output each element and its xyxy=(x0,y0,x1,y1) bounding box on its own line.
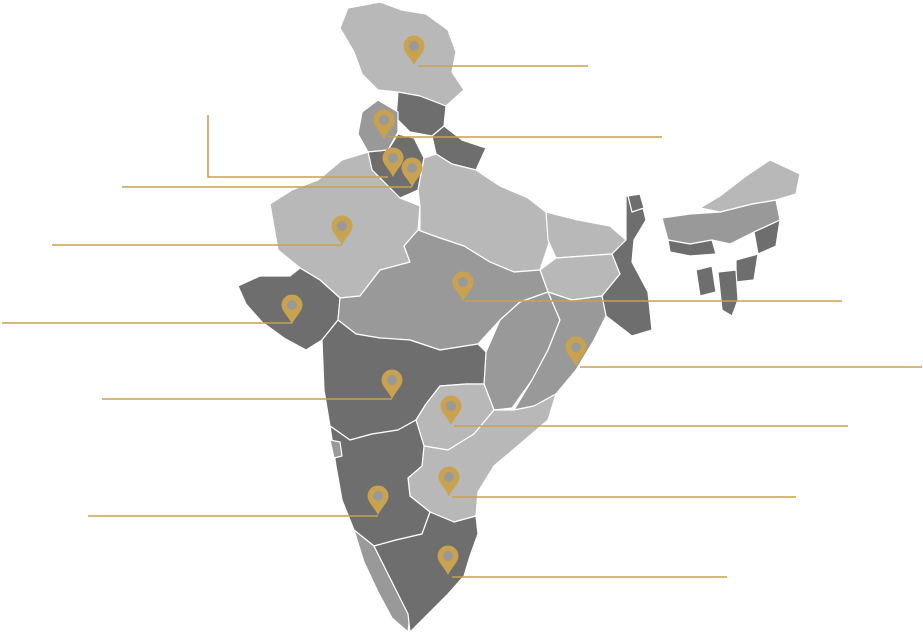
map-pin-hole xyxy=(446,401,456,411)
leader-line-haryana xyxy=(207,115,388,178)
state-mizoram xyxy=(717,269,739,317)
map-pin-hole xyxy=(458,277,468,287)
map-marker-rajasthan[interactable] xyxy=(52,215,353,246)
map-pin-hole xyxy=(409,41,419,51)
state-meghalaya xyxy=(667,239,717,257)
map-pin-hole xyxy=(373,491,383,501)
markers-layer xyxy=(2,35,922,578)
map-marker-maharashtra[interactable] xyxy=(102,369,403,400)
state-sikkim xyxy=(627,193,645,213)
map-marker-jammu-kashmir[interactable] xyxy=(403,35,588,67)
map-pin-hole xyxy=(407,163,417,173)
map-marker-karnataka[interactable] xyxy=(88,485,389,517)
map-pin-hole xyxy=(443,551,453,561)
map-marker-madhya-pradesh[interactable] xyxy=(452,271,842,302)
state-arunachal-pradesh xyxy=(699,159,801,213)
state-jammu-kashmir xyxy=(339,1,465,107)
map-marker-punjab[interactable] xyxy=(373,109,662,140)
map-pin-hole xyxy=(444,472,454,482)
map-marker-tamil-nadu[interactable] xyxy=(437,545,727,578)
map-marker-odisha[interactable] xyxy=(565,336,922,368)
map-pin-hole xyxy=(287,300,297,310)
map-pin-hole xyxy=(337,221,347,231)
map-marker-gujarat[interactable] xyxy=(2,294,303,325)
state-tamil-nadu xyxy=(373,511,479,633)
state-karnataka xyxy=(329,419,431,547)
states-layer xyxy=(237,1,801,633)
state-tripura xyxy=(695,265,717,297)
map-pin-hole xyxy=(379,115,389,125)
map-pin-hole xyxy=(387,375,397,385)
state-goa xyxy=(329,439,343,459)
map-marker-telangana[interactable] xyxy=(440,395,848,427)
map-marker-andhra-pradesh[interactable] xyxy=(438,466,796,498)
map-marker-haryana[interactable] xyxy=(207,115,404,178)
state-bihar xyxy=(545,211,627,259)
state-nagaland xyxy=(753,219,781,255)
state-manipur xyxy=(735,253,759,283)
map-pin-hole xyxy=(571,342,581,352)
map-marker-delhi[interactable] xyxy=(122,157,423,188)
map-pin-hole xyxy=(388,153,398,163)
